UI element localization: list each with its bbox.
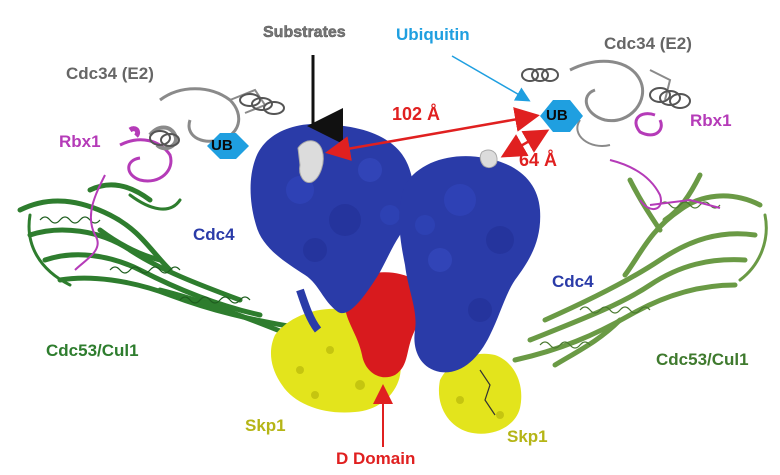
- ubiquitin-arrow: [451, 55, 531, 102]
- distance-102-arrow: [325, 107, 540, 161]
- skp1-left-label: Skp1: [245, 416, 286, 435]
- ub-left-hexagon: [207, 133, 249, 159]
- cdc34-right-label: Cdc34 (E2): [604, 34, 692, 53]
- cdc34-left-structure: [148, 87, 267, 151]
- cdc34-right-helix: [521, 68, 691, 109]
- ub-right-hexagon: [540, 100, 583, 132]
- cdc34-left-helix: [149, 93, 285, 147]
- skp1-right-label: Skp1: [507, 427, 548, 446]
- cdc34-right-structure: [569, 59, 672, 147]
- ub-left-text: UB: [211, 137, 233, 154]
- cdc53-left-label: Cdc53/Cul1: [46, 341, 139, 360]
- d-domain-label: D Domain: [336, 449, 416, 468]
- d-domain-surface: [344, 272, 425, 378]
- substrates-label: Substrates: [263, 24, 346, 42]
- rbx1-left-structure: [74, 126, 173, 271]
- substrate-right: [479, 149, 498, 169]
- rbx1-right-label: Rbx1: [690, 111, 732, 130]
- ubiquitin-label: Ubiquitin: [396, 25, 470, 44]
- distance-102-label: 102 Å: [392, 104, 441, 124]
- distance-64-arrow: [500, 129, 550, 158]
- cdc4-right-surface: [399, 156, 541, 373]
- cdc53-right-label: Cdc53/Cul1: [656, 350, 749, 369]
- cdc4-left-label: Cdc4: [193, 225, 235, 244]
- distance-64-label: 64 Å: [519, 150, 558, 170]
- rbx1-right-structure: [609, 112, 721, 210]
- skp1-right-surface: [438, 353, 522, 434]
- rbx1-left-label: Rbx1: [59, 132, 101, 151]
- ub-right-text: UB: [546, 107, 568, 124]
- cdc34-left-label: Cdc34 (E2): [66, 64, 154, 83]
- cul1-right-structure: [512, 172, 768, 368]
- cdc4-right-label: Cdc4: [552, 272, 594, 291]
- cdc4-left-surface: [250, 123, 414, 333]
